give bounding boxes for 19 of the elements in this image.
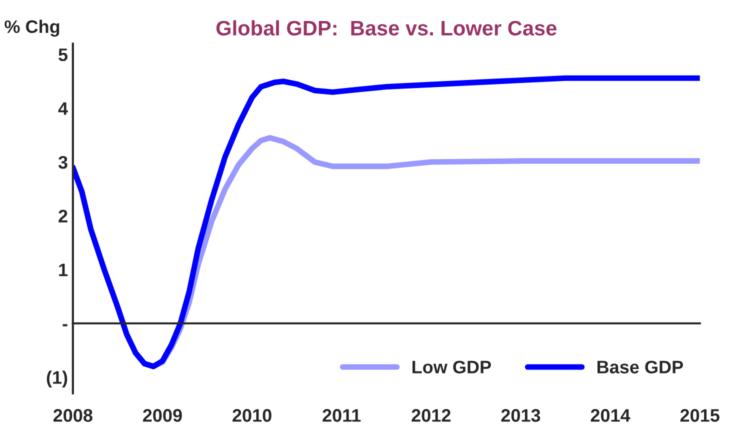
x-tick-label: 2015 [680, 409, 720, 422]
x-tick-label: 2009 [143, 409, 182, 422]
x-tick-label: 2011 [322, 409, 361, 422]
y-tick-label: - [62, 324, 68, 326]
y-tick-label: 4 [58, 102, 68, 115]
x-tick-label: 2008 [53, 409, 92, 422]
y-tick-label: 3 [58, 156, 68, 169]
legend-label: Base GDP [597, 360, 683, 374]
y-tick-label: 1 [59, 264, 68, 276]
y-tick-label: 5 [58, 48, 68, 62]
x-tick-label: 2014 [590, 409, 630, 422]
x-tick-label: 2013 [501, 409, 540, 422]
y-tick-label: (1) [46, 370, 68, 388]
chart-title: Global GDP: Base vs. Lower Case [216, 20, 556, 36]
y-tick-label: 2 [58, 210, 68, 222]
y-axis-title: % Chg [4, 20, 60, 37]
x-tick-label: 2010 [232, 409, 272, 422]
x-tick-label: 2012 [412, 409, 451, 422]
legend-label: Low GDP [412, 360, 491, 374]
